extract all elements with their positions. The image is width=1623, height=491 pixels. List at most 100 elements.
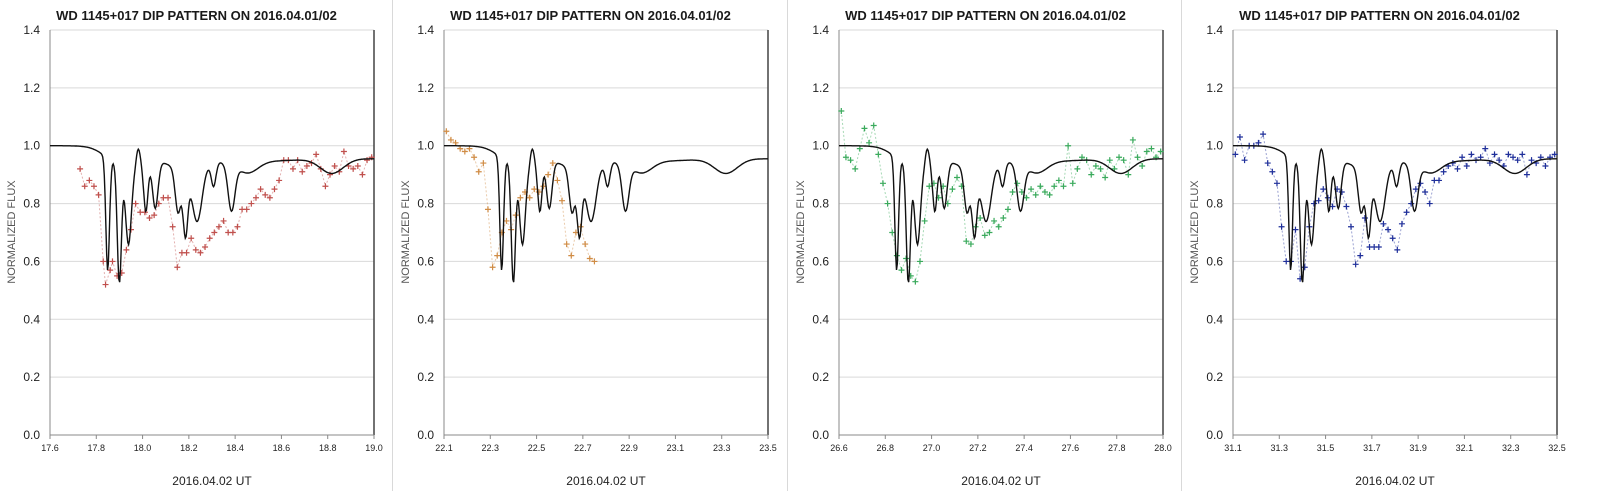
chart-title: WD 1145+017 DIP PATTERN ON 2016.04.01/02 [450, 8, 731, 23]
data-point [1074, 165, 1081, 172]
y-tick-label: 1.2 [1206, 81, 1223, 95]
data-point [912, 278, 919, 285]
data-point [526, 194, 533, 201]
y-tick-label: 1.4 [812, 23, 829, 37]
data-point [1551, 151, 1558, 158]
data-point [1106, 157, 1113, 164]
x-tick-label: 18.2 [180, 443, 198, 453]
data-point [1028, 186, 1035, 193]
data-point [954, 174, 961, 181]
x-tick-label: 18.4 [226, 443, 244, 453]
data-point [1398, 220, 1405, 227]
x-tick-label: 22.3 [482, 443, 500, 453]
data-point [842, 154, 849, 161]
data-point [1519, 151, 1526, 158]
data-point [1079, 154, 1085, 161]
data-point [1148, 145, 1155, 152]
data-point [1477, 154, 1484, 161]
data-point [461, 148, 468, 155]
data-point [183, 249, 190, 256]
data-point [494, 252, 501, 259]
y-tick-label: 1.0 [812, 139, 829, 153]
x-tick-label: 18.0 [134, 443, 152, 453]
series-connector [1234, 132, 1555, 279]
data-point [977, 215, 984, 222]
data-point [879, 180, 886, 187]
x-tick-label: 23.5 [759, 443, 777, 453]
chart-title: WD 1145+017 DIP PATTERN ON 2016.04.01/02 [1239, 8, 1520, 23]
data-point [861, 125, 868, 132]
data-point [299, 168, 306, 175]
data-point [1260, 131, 1267, 138]
data-point [322, 183, 329, 190]
data-point [354, 162, 361, 169]
data-point [303, 162, 310, 169]
data-point [100, 258, 107, 265]
y-tick-label: 0.2 [23, 370, 40, 384]
data-point [229, 229, 236, 236]
data-point [917, 258, 923, 265]
x-tick-label: 32.3 [1502, 443, 1520, 453]
data-point [234, 223, 241, 230]
data-point [1055, 177, 1062, 184]
data-point [1542, 162, 1549, 169]
x-tick-label: 26.6 [830, 443, 848, 453]
data-point [1125, 171, 1132, 178]
y-tick-label: 0.0 [812, 428, 829, 442]
data-point [107, 267, 114, 274]
data-point [995, 223, 1002, 230]
data-point [257, 186, 264, 193]
x-tick-label: 22.7 [574, 443, 592, 453]
data-point [1069, 180, 1076, 187]
data-point [1120, 157, 1127, 164]
data-point [1459, 154, 1466, 161]
y-tick-label: 0.0 [417, 428, 434, 442]
y-tick-label: 0.2 [1206, 370, 1223, 384]
y-axis-label: NORMALIZED FLUX [1189, 179, 1201, 284]
y-tick-label: 0.6 [812, 254, 829, 268]
x-tick-label: 31.3 [1271, 443, 1289, 453]
data-point [549, 160, 556, 167]
x-tick-label: 27.6 [1062, 443, 1080, 453]
chart-panel-2: 0.0 0.2 0.4 0.6 0.8 1.0 1.2 1.4 22.1 22.3 22.5 22.7… [394, 0, 787, 491]
data-point [1482, 145, 1489, 152]
data-point [1046, 191, 1053, 198]
data-point [340, 148, 347, 155]
data-point [243, 206, 250, 213]
x-tick-label: 26.8 [877, 443, 895, 453]
x-axis-label: 2016.04.02 UT [961, 474, 1041, 488]
data-point [169, 223, 176, 230]
data-point [206, 235, 213, 242]
y-tick-label: 0.8 [417, 197, 434, 211]
x-tick-label: 18.8 [319, 443, 337, 453]
x-tick-label: 23.3 [713, 443, 731, 453]
series-connector [79, 149, 372, 285]
data-point [1097, 165, 1104, 172]
y-tick-label: 1.2 [417, 81, 434, 95]
series-connector [840, 110, 1162, 283]
x-tick-label: 19.0 [365, 443, 383, 453]
data-point [531, 186, 538, 193]
data-point [1440, 168, 1447, 175]
data-point [503, 217, 510, 224]
data-point [331, 162, 338, 169]
chart-title: WD 1145+017 DIP PATTERN ON 2016.04.01/02 [845, 8, 1126, 23]
data-point [350, 165, 357, 172]
data-point [568, 252, 575, 259]
data-point [90, 183, 97, 190]
x-tick-label: 28.0 [1154, 443, 1172, 453]
y-tick-label: 1.0 [417, 139, 434, 153]
y-tick-label: 1.4 [1206, 23, 1223, 37]
data-point [1463, 162, 1470, 169]
y-tick-label: 0.0 [1206, 428, 1223, 442]
panel-divider [787, 0, 788, 491]
data-point [1468, 151, 1475, 158]
chart-svg: 0.0 0.2 0.4 0.6 0.8 1.0 1.2 1.4 31.1 31.3 31.5 31.7… [1206, 23, 1565, 453]
data-point [151, 212, 158, 219]
data-point [949, 186, 956, 193]
model-curve [839, 145, 1163, 283]
data-point [452, 139, 459, 146]
data-point [1116, 154, 1123, 161]
model-curve [444, 145, 768, 283]
y-tick-label: 0.4 [812, 312, 829, 326]
